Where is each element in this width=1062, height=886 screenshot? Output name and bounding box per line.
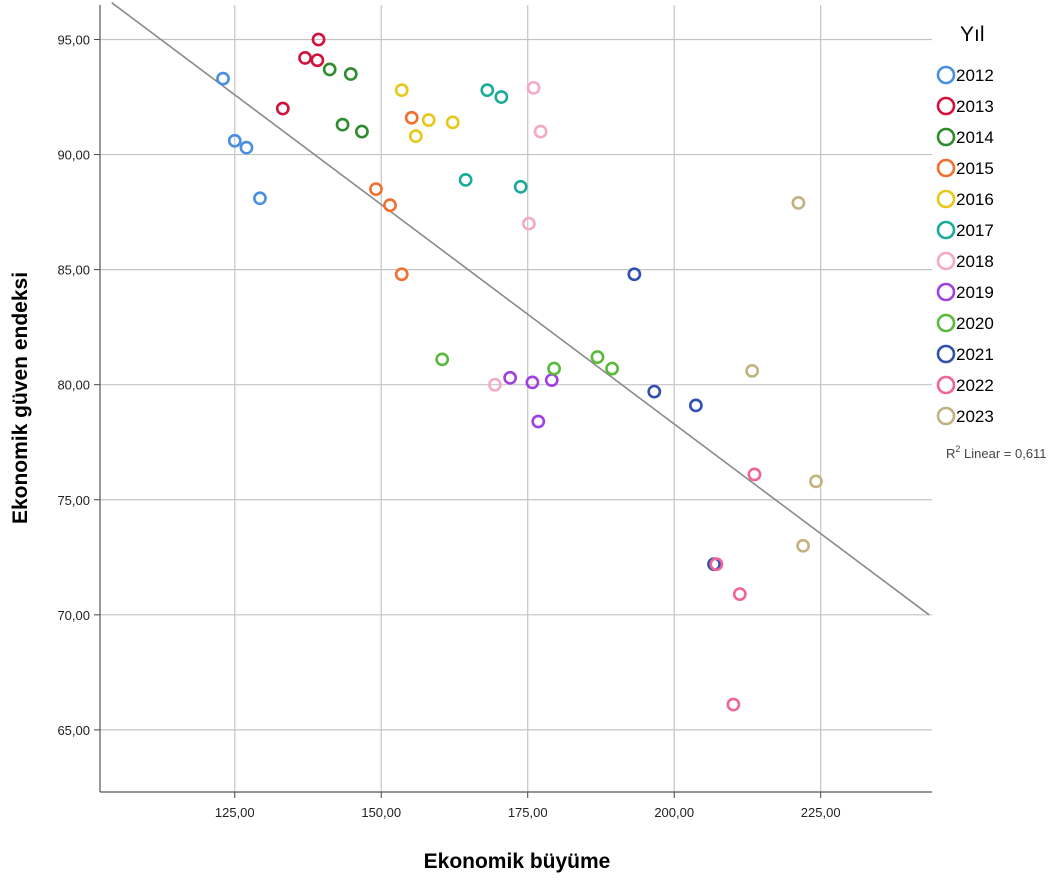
legend-label-2013: 2013 (956, 97, 994, 116)
point-2023 (745, 363, 760, 378)
x-tick-label: 225,00 (801, 805, 841, 820)
legend-marker-2018 (936, 251, 956, 271)
legend-label-2017: 2017 (956, 221, 994, 240)
point-2023 (796, 538, 810, 553)
legend-label-2018: 2018 (956, 252, 994, 271)
point-2016 (445, 115, 460, 130)
y-axis-title: Ekonomik güven endeksi (9, 272, 32, 524)
point-2020 (547, 361, 561, 376)
point-2020 (435, 352, 450, 367)
point-2015 (383, 198, 397, 213)
point-2022 (726, 697, 741, 712)
point-2018 (533, 124, 548, 139)
x-tick-label: 200,00 (654, 805, 694, 820)
legend-marker-2015 (936, 158, 956, 178)
point-2023 (809, 474, 823, 489)
point-2012 (227, 133, 242, 148)
x-tick-label: 175,00 (508, 805, 548, 820)
axes: 125,00 150,00 175,00 200,00 225,00 65,00 70,00… (57, 5, 932, 820)
point-2020 (605, 361, 619, 376)
point-2022 (732, 587, 747, 601)
legend-title: Yıl (960, 23, 985, 46)
legend-label-2014: 2014 (956, 128, 994, 147)
legend-marker-2022 (936, 375, 956, 395)
point-2018 (521, 216, 536, 231)
legend-label-2022: 2022 (956, 376, 994, 395)
legend-label-2023: 2023 (956, 407, 994, 426)
legend: 2012 2013 2014 2015 2016 2017 2018 2019 2020 2021… (936, 65, 994, 426)
legend-label-2019: 2019 (956, 283, 994, 302)
point-2023 (791, 196, 806, 210)
point-2022 (709, 557, 724, 572)
fit-line-label-text: Linear = 0,611 (960, 446, 1046, 461)
legend-marker-2014 (936, 127, 956, 147)
legend-label-2021: 2021 (956, 345, 994, 364)
legend-marker-2013 (936, 96, 956, 116)
x-axis-title: Ekonomik büyüme (424, 850, 611, 873)
point-2013 (275, 101, 290, 116)
point-2015 (404, 110, 419, 125)
y-tick-label: 85,00 (57, 263, 90, 278)
y-tick-label: 95,00 (57, 33, 90, 48)
point-2015 (394, 267, 409, 282)
legend-marker-2016 (936, 189, 956, 209)
point-2017 (513, 179, 528, 194)
y-tick-label: 75,00 (57, 493, 90, 508)
point-2021 (647, 384, 662, 399)
legend-marker-2017 (936, 220, 956, 240)
point-2019 (531, 414, 546, 429)
data-points (216, 32, 823, 712)
legend-marker-2012 (936, 65, 956, 85)
point-2016 (408, 129, 423, 144)
point-2014 (355, 124, 369, 139)
point-2016 (394, 83, 409, 98)
legend-label-2012: 2012 (956, 66, 994, 85)
point-2021 (627, 267, 642, 282)
point-2017 (494, 90, 509, 104)
legend-label-2020: 2020 (956, 314, 994, 333)
point-2014 (322, 62, 337, 77)
point-2013 (298, 51, 312, 65)
point-2018 (488, 377, 502, 392)
point-2012 (216, 71, 230, 86)
point-2019 (525, 375, 540, 390)
fit-line-group (111, 2, 930, 616)
point-2019 (503, 370, 518, 385)
fit-line-label-sup: 2 (955, 444, 960, 454)
fit-line (111, 2, 930, 616)
fit-line-label: R2 Linear = 0,611 (946, 444, 1047, 461)
legend-label-2016: 2016 (956, 190, 994, 209)
y-tick-label: 90,00 (57, 148, 90, 163)
point-2017 (480, 83, 495, 98)
x-tick-label: 125,00 (215, 805, 255, 820)
point-2018 (526, 80, 541, 95)
y-tick-label: 65,00 (57, 723, 90, 738)
point-2016 (421, 113, 436, 127)
y-tick-label: 70,00 (57, 608, 90, 623)
point-2012 (253, 191, 267, 206)
y-tick-label: 80,00 (57, 378, 90, 393)
point-2012 (239, 140, 254, 155)
grid (100, 5, 932, 792)
legend-label-2015: 2015 (956, 159, 994, 178)
point-2022 (747, 467, 762, 482)
legend-marker-2021 (936, 344, 956, 364)
legend-marker-2020 (936, 313, 956, 333)
x-tick-label: 150,00 (361, 805, 401, 820)
point-2021 (688, 398, 703, 413)
fit-line-label-r: R (946, 446, 955, 461)
legend-marker-2019 (936, 282, 956, 302)
point-2013 (311, 32, 326, 47)
point-2014 (335, 117, 350, 132)
point-2013 (310, 53, 325, 68)
point-2017 (458, 172, 473, 187)
point-2020 (590, 350, 605, 364)
legend-marker-2023 (936, 406, 956, 426)
point-2015 (369, 182, 383, 196)
point-2014 (343, 67, 358, 81)
